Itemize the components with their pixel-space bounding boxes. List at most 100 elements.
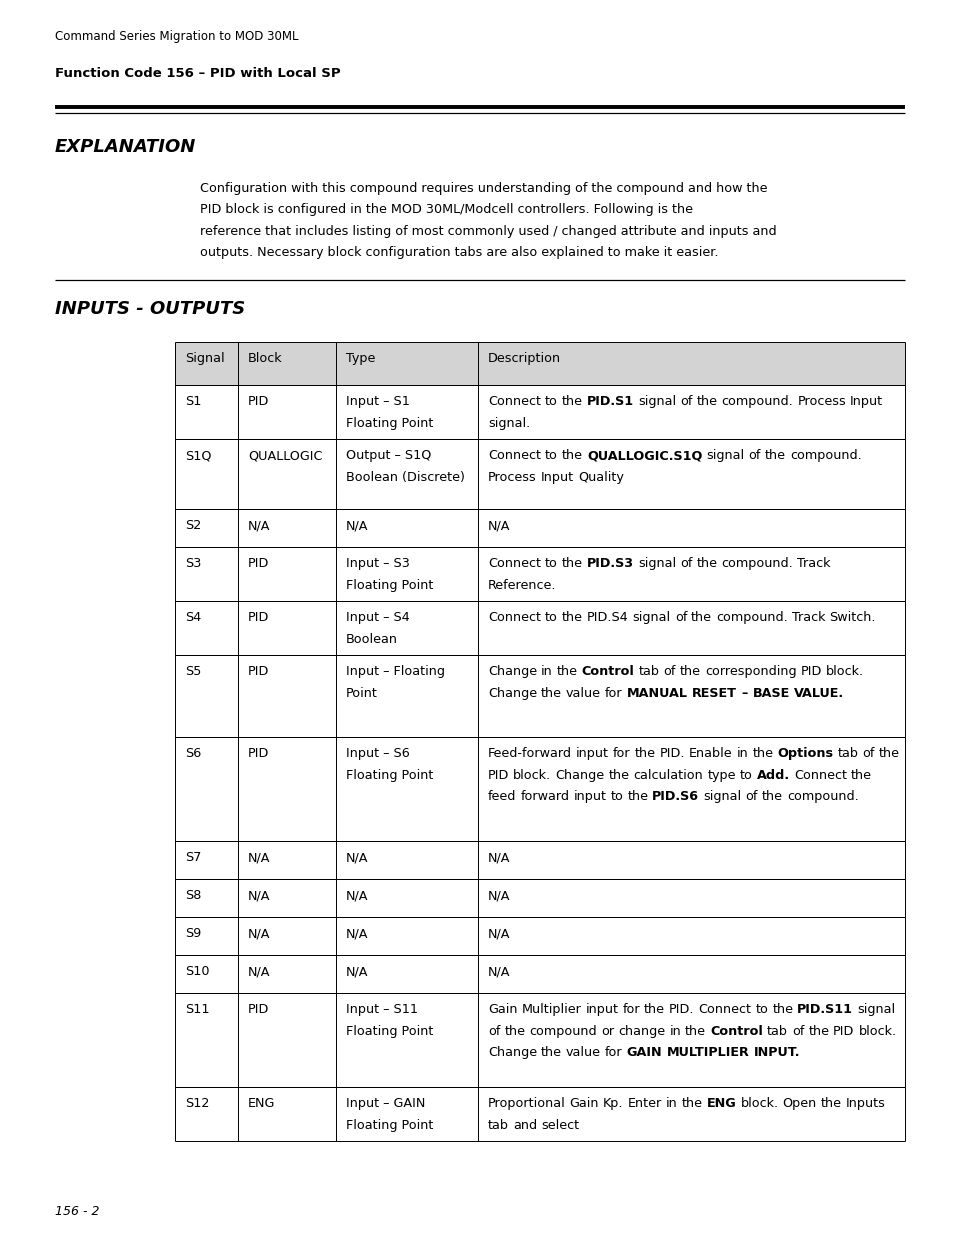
Text: N/A: N/A xyxy=(488,927,510,941)
Text: Enter: Enter xyxy=(627,1098,661,1110)
Text: of: of xyxy=(747,450,760,462)
Text: block.: block. xyxy=(825,666,863,678)
Text: the: the xyxy=(850,769,871,782)
Text: N/A: N/A xyxy=(488,851,510,864)
Text: Options: Options xyxy=(777,747,833,761)
Text: the: the xyxy=(634,747,655,761)
Text: of: of xyxy=(674,611,686,625)
Text: –: – xyxy=(741,687,747,700)
Text: PID.S4: PID.S4 xyxy=(586,611,628,625)
Text: the: the xyxy=(681,1098,702,1110)
Text: Output – S1Q: Output – S1Q xyxy=(346,450,431,462)
Text: in: in xyxy=(669,1025,680,1037)
Text: PID.S11: PID.S11 xyxy=(797,1004,853,1016)
Text: select: select xyxy=(540,1119,578,1132)
Text: for: for xyxy=(621,1004,639,1016)
Text: the: the xyxy=(807,1025,828,1037)
Text: tab: tab xyxy=(766,1025,787,1037)
Text: for: for xyxy=(604,687,622,700)
Text: Kp.: Kp. xyxy=(602,1098,623,1110)
Text: value: value xyxy=(565,687,600,700)
Text: QUALLOGIC: QUALLOGIC xyxy=(248,450,322,462)
Text: S7: S7 xyxy=(185,851,201,864)
Text: 156 - 2: 156 - 2 xyxy=(55,1205,99,1218)
Text: to: to xyxy=(610,790,622,804)
Text: S1Q: S1Q xyxy=(185,450,212,462)
Text: tab: tab xyxy=(488,1119,509,1132)
Bar xyxy=(174,342,904,385)
Text: BASE: BASE xyxy=(752,687,789,700)
Text: VALUE.: VALUE. xyxy=(794,687,843,700)
Text: Change: Change xyxy=(555,769,604,782)
Text: the: the xyxy=(540,1046,561,1060)
Text: Feed-forward: Feed-forward xyxy=(488,747,572,761)
Text: Gain: Gain xyxy=(569,1098,598,1110)
Text: compound.: compound. xyxy=(720,557,792,571)
Text: signal: signal xyxy=(632,611,670,625)
Text: S9: S9 xyxy=(185,927,201,941)
Text: in: in xyxy=(736,747,748,761)
Text: INPUTS - OUTPUTS: INPUTS - OUTPUTS xyxy=(55,300,245,317)
Text: forward: forward xyxy=(519,790,569,804)
Text: Gain: Gain xyxy=(488,1004,517,1016)
Text: N/A: N/A xyxy=(346,889,368,903)
Text: N/A: N/A xyxy=(248,520,271,532)
Text: Command Series Migration to MOD 30ML: Command Series Migration to MOD 30ML xyxy=(55,30,298,43)
Text: ENG: ENG xyxy=(248,1098,275,1110)
Text: compound.: compound. xyxy=(789,450,861,462)
Text: Enable: Enable xyxy=(688,747,732,761)
Text: N/A: N/A xyxy=(248,889,271,903)
Text: Floating Point: Floating Point xyxy=(346,1119,433,1132)
Text: input: input xyxy=(585,1004,618,1016)
Text: PID: PID xyxy=(248,666,269,678)
Text: and: and xyxy=(513,1119,537,1132)
Text: Control: Control xyxy=(581,666,634,678)
Text: Open: Open xyxy=(781,1098,816,1110)
Text: PID.: PID. xyxy=(668,1004,694,1016)
Text: feed: feed xyxy=(488,790,516,804)
Text: to: to xyxy=(544,450,558,462)
Text: calculation: calculation xyxy=(633,769,702,782)
Text: N/A: N/A xyxy=(346,966,368,978)
Text: the: the xyxy=(608,769,629,782)
Text: of: of xyxy=(679,557,692,571)
Text: type: type xyxy=(706,769,735,782)
Text: S5: S5 xyxy=(185,666,201,678)
Text: Input – S4: Input – S4 xyxy=(346,611,410,625)
Text: of: of xyxy=(744,790,757,804)
Text: Function Code 156 – PID with Local SP: Function Code 156 – PID with Local SP xyxy=(55,67,340,80)
Text: GAIN: GAIN xyxy=(626,1046,661,1060)
Text: Control: Control xyxy=(709,1025,762,1037)
Text: the: the xyxy=(684,1025,705,1037)
Text: Proportional: Proportional xyxy=(488,1098,565,1110)
Text: of: of xyxy=(679,395,692,409)
Text: Floating Point: Floating Point xyxy=(346,417,433,430)
Text: the: the xyxy=(561,611,582,625)
Text: signal: signal xyxy=(638,557,676,571)
Text: Connect: Connect xyxy=(698,1004,751,1016)
Text: QUALLOGIC.S1Q: QUALLOGIC.S1Q xyxy=(586,450,701,462)
Text: ENG: ENG xyxy=(706,1098,736,1110)
Text: Input: Input xyxy=(540,471,574,484)
Text: Change: Change xyxy=(488,1046,537,1060)
Text: Add.: Add. xyxy=(756,769,789,782)
Text: to: to xyxy=(755,1004,767,1016)
Text: the: the xyxy=(696,557,717,571)
Text: or: or xyxy=(600,1025,614,1037)
Text: the: the xyxy=(561,450,582,462)
Text: Switch.: Switch. xyxy=(828,611,875,625)
Text: value: value xyxy=(565,1046,600,1060)
Text: of: of xyxy=(488,1025,500,1037)
Text: INPUT.: INPUT. xyxy=(753,1046,800,1060)
Text: Connect: Connect xyxy=(793,769,846,782)
Text: outputs. Necessary block configuration tabs are also explained to make it easier: outputs. Necessary block configuration t… xyxy=(200,247,718,259)
Text: the: the xyxy=(626,790,648,804)
Text: the: the xyxy=(772,1004,793,1016)
Text: Multiplier: Multiplier xyxy=(521,1004,580,1016)
Text: the: the xyxy=(752,747,773,761)
Text: to: to xyxy=(544,395,558,409)
Text: signal: signal xyxy=(705,450,743,462)
Text: block.: block. xyxy=(513,769,551,782)
Text: Inputs: Inputs xyxy=(845,1098,884,1110)
Text: Point: Point xyxy=(346,687,377,700)
